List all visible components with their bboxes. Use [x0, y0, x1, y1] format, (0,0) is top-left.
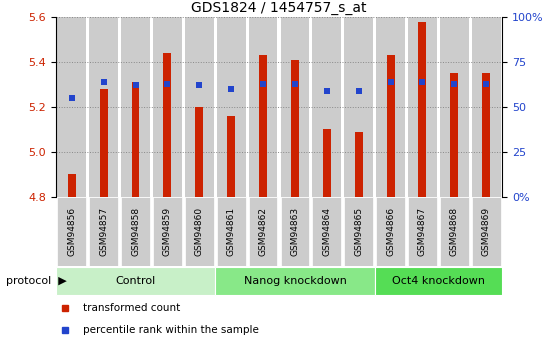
FancyBboxPatch shape — [374, 267, 502, 295]
Bar — [195, 107, 203, 197]
Bar — [121, 17, 150, 197]
FancyBboxPatch shape — [344, 197, 373, 266]
FancyBboxPatch shape — [376, 197, 405, 266]
Bar — [259, 56, 267, 197]
Bar — [418, 22, 426, 197]
Bar — [408, 17, 437, 197]
Bar — [312, 17, 341, 197]
Bar — [153, 17, 182, 197]
Bar — [68, 174, 76, 197]
Text: GSM94861: GSM94861 — [227, 207, 235, 256]
Bar — [376, 17, 405, 197]
Bar — [482, 73, 490, 197]
FancyBboxPatch shape — [56, 267, 215, 295]
FancyBboxPatch shape — [217, 197, 246, 266]
FancyBboxPatch shape — [185, 197, 214, 266]
Text: GSM94869: GSM94869 — [482, 207, 490, 256]
Bar — [57, 17, 86, 197]
Bar — [355, 132, 363, 197]
Title: GDS1824 / 1454757_s_at: GDS1824 / 1454757_s_at — [191, 1, 367, 15]
Bar — [249, 17, 277, 197]
FancyBboxPatch shape — [249, 197, 277, 266]
Bar — [132, 82, 140, 197]
Bar — [227, 116, 235, 197]
Bar — [89, 17, 118, 197]
FancyBboxPatch shape — [121, 197, 150, 266]
Text: GSM94863: GSM94863 — [291, 207, 300, 256]
FancyBboxPatch shape — [153, 197, 182, 266]
Bar — [344, 17, 373, 197]
Text: GSM94865: GSM94865 — [354, 207, 363, 256]
Bar — [450, 73, 458, 197]
Text: Nanog knockdown: Nanog knockdown — [243, 276, 347, 286]
Bar — [323, 129, 331, 197]
FancyBboxPatch shape — [472, 197, 501, 266]
Bar — [291, 60, 299, 197]
Text: protocol  ▶: protocol ▶ — [6, 276, 66, 286]
FancyBboxPatch shape — [57, 197, 86, 266]
Text: GSM94868: GSM94868 — [450, 207, 459, 256]
Bar — [185, 17, 214, 197]
Text: Control: Control — [116, 276, 156, 286]
FancyBboxPatch shape — [281, 197, 309, 266]
Bar — [472, 17, 501, 197]
Bar — [217, 17, 246, 197]
FancyBboxPatch shape — [89, 197, 118, 266]
Text: GSM94858: GSM94858 — [131, 207, 140, 256]
Text: GSM94860: GSM94860 — [195, 207, 204, 256]
FancyBboxPatch shape — [312, 197, 341, 266]
FancyBboxPatch shape — [215, 267, 374, 295]
Bar — [281, 17, 309, 197]
Text: Oct4 knockdown: Oct4 knockdown — [392, 276, 485, 286]
Bar — [100, 89, 108, 197]
Bar — [387, 56, 395, 197]
Bar — [163, 53, 171, 197]
Text: GSM94859: GSM94859 — [163, 207, 172, 256]
Text: GSM94864: GSM94864 — [323, 207, 331, 256]
Text: GSM94856: GSM94856 — [68, 207, 76, 256]
Text: GSM94866: GSM94866 — [386, 207, 395, 256]
Bar — [440, 17, 469, 197]
Text: transformed count: transformed count — [83, 303, 180, 313]
FancyBboxPatch shape — [408, 197, 437, 266]
Text: percentile rank within the sample: percentile rank within the sample — [83, 325, 258, 335]
Text: GSM94857: GSM94857 — [99, 207, 108, 256]
FancyBboxPatch shape — [440, 197, 469, 266]
Text: GSM94867: GSM94867 — [418, 207, 427, 256]
Text: GSM94862: GSM94862 — [258, 207, 267, 256]
